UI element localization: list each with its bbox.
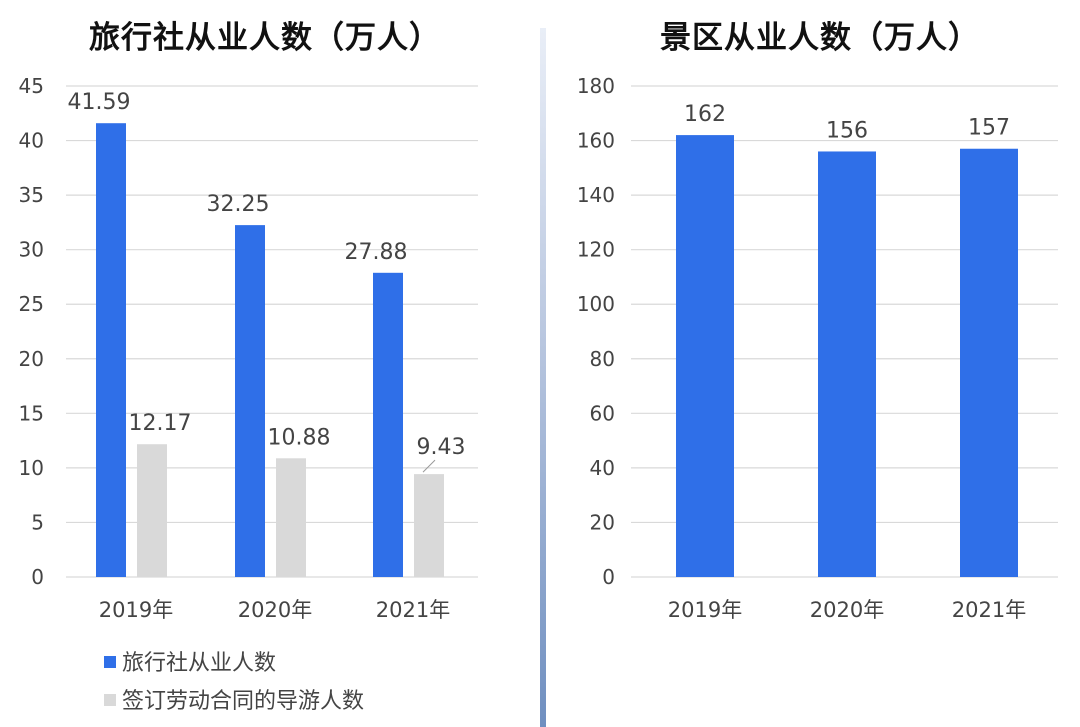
data-label: 10.88 [268,425,331,450]
x-tick-label: 2019年 [99,598,173,622]
data-label: 162 [684,102,726,127]
y-tick-label: 40 [590,456,615,480]
x-tick-label: 2020年 [238,598,312,622]
data-label: 12.17 [129,411,192,436]
legend-label: 签订劳动合同的导游人数 [122,689,365,714]
y-tick-label: 35 [19,183,44,207]
y-tick-label: 0 [31,565,44,589]
bar [137,444,167,577]
y-tick-label: 60 [590,401,615,425]
leader-line [422,459,436,473]
legend-swatch-blue [104,656,116,668]
legend-label: 旅行社从业人数 [122,651,277,676]
data-label: 27.88 [345,240,408,265]
y-tick-label: 100 [577,292,615,316]
y-tick-label: 30 [19,238,44,262]
data-label: 157 [968,116,1010,141]
bar [818,151,876,577]
legend-item-travel-agency-staff: 旅行社从业人数 [104,645,276,677]
y-tick-label: 160 [577,129,615,153]
y-tick-label: 25 [19,292,44,316]
y-tick-label: 20 [19,347,44,371]
legend-item-contracted-guides: 签订劳动合同的导游人数 [104,683,364,715]
y-tick-label: 45 [19,74,44,98]
chart-title-scenic-area: 景区从业人数（万人） [660,20,980,56]
y-tick-label: 80 [590,347,615,371]
y-tick-label: 180 [577,74,615,98]
y-tick-label: 140 [577,183,615,207]
y-tick-label: 15 [19,401,44,425]
y-tick-label: 20 [590,510,615,534]
data-label: 32.25 [207,192,270,217]
x-tick-label: 2020年 [810,598,884,622]
data-label: 41.59 [68,90,131,115]
panel-divider [540,28,546,727]
x-tick-label: 2021年 [952,598,1026,622]
x-tick-label: 2019年 [668,598,742,622]
bar [414,474,444,577]
y-tick-label: 0 [602,565,615,589]
bar [373,272,403,577]
y-tick-label: 40 [19,129,44,153]
y-tick-label: 10 [19,456,44,480]
chart-title-travel-agency: 旅行社从业人数（万人） [89,20,441,56]
bar [960,148,1018,577]
x-tick-label: 2021年 [376,598,450,622]
y-tick-label: 5 [31,510,44,534]
bar [96,123,126,578]
data-label: 9.43 [417,435,466,460]
y-tick-label: 120 [577,238,615,262]
legend-swatch-gray [104,694,116,706]
bar [276,458,306,577]
bar [235,225,265,577]
data-label: 156 [826,118,868,143]
bar [676,135,734,577]
